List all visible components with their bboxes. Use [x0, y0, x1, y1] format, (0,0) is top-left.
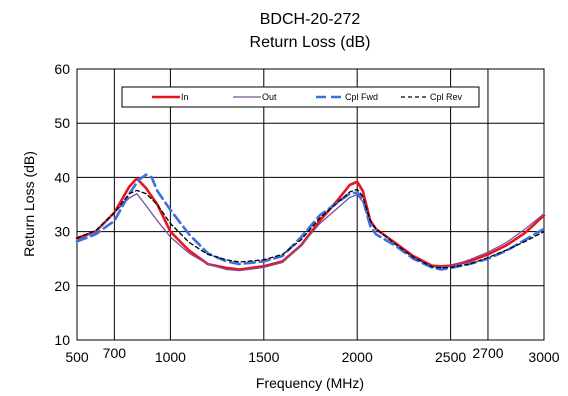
- x-tick-label-extra: 2700: [472, 345, 503, 361]
- chart-subtitle: Return Loss (dB): [250, 34, 371, 51]
- legend-label-in: In: [181, 92, 189, 102]
- y-tick-label: 10: [54, 332, 70, 348]
- x-tick-label-extra: 700: [103, 345, 127, 361]
- y-axis-label: Return Loss (dB): [21, 151, 37, 257]
- x-tick-label: 1000: [155, 349, 186, 365]
- x-tick-label: 500: [65, 349, 89, 365]
- y-tick-label: 30: [54, 224, 70, 240]
- tick-labels: 500 1000 1500 2000 2500 3000 700 2700 10 20 30 40 50…: [54, 61, 559, 365]
- x-tick-label: 2000: [342, 349, 373, 365]
- y-tick-label: 50: [54, 115, 70, 131]
- grid-lines: [76, 68, 545, 341]
- series-line-cpl-rev: [76, 188, 545, 269]
- legend-label-out: Out: [262, 92, 277, 102]
- legend: In Out Cpl Fwd Cpl Rev: [121, 86, 480, 108]
- chart-title: BDCH-20-272: [260, 11, 361, 28]
- legend-label-cpl-rev: Cpl Rev: [430, 92, 463, 102]
- y-tick-label: 20: [54, 278, 70, 294]
- series-line-cpl-fwd: [75, 173, 546, 271]
- x-axis-label: Frequency (MHz): [256, 375, 364, 391]
- y-tick-label: 60: [54, 61, 70, 77]
- x-tick-label: 3000: [528, 349, 559, 365]
- legend-label-cpl-fwd: Cpl Fwd: [345, 92, 378, 102]
- legend-box: [121, 86, 480, 108]
- series-layer: [75, 173, 546, 272]
- plot-frame: [76, 68, 545, 341]
- series-line-out: [76, 193, 545, 272]
- y-tick-label: 40: [54, 169, 70, 185]
- x-tick-label: 1500: [248, 349, 279, 365]
- series-line-in: [75, 177, 546, 271]
- x-tick-label: 2500: [435, 349, 466, 365]
